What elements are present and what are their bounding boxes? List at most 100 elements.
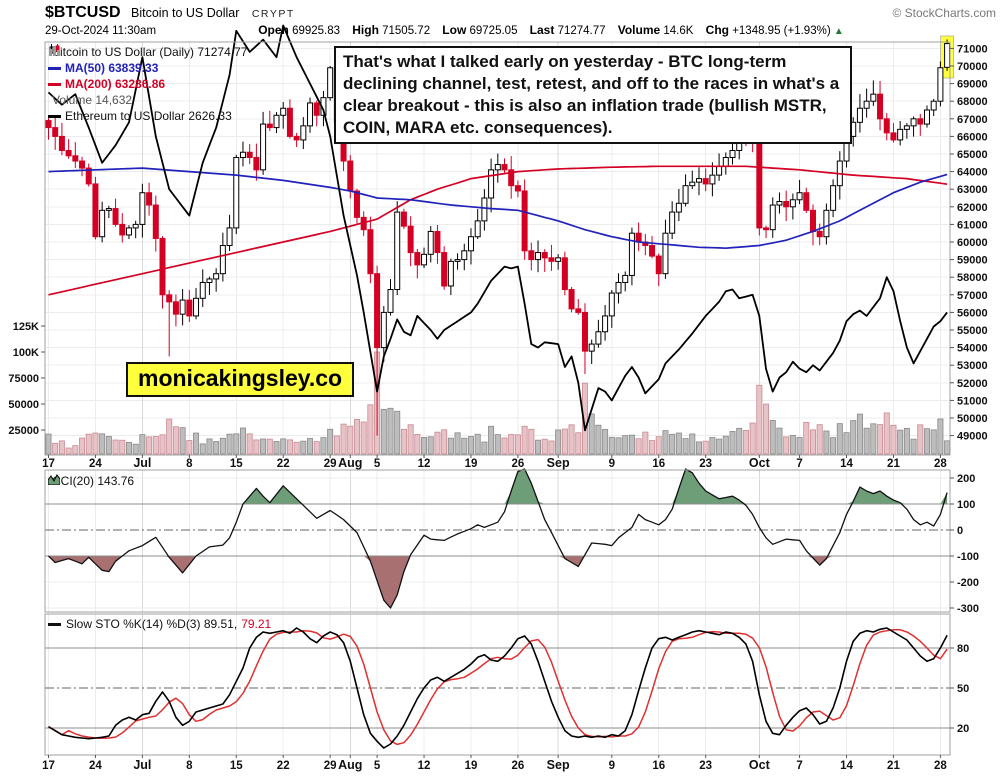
- svg-text:Jul: Jul: [133, 758, 151, 772]
- main-legend: Bitcoin to US Dollar (Daily) 71274.77 MA…: [48, 44, 247, 124]
- svg-text:Aug: Aug: [338, 758, 362, 772]
- svg-text:16: 16: [652, 458, 665, 470]
- legend-volume-label: Volume 14,632: [52, 93, 133, 107]
- analyst-annotation-box: That's what I talked early on yesterday …: [334, 46, 852, 144]
- stockcharts-credit: © StockCharts.com: [892, 6, 996, 20]
- svg-text:24: 24: [89, 760, 102, 772]
- svg-text:7: 7: [796, 458, 802, 470]
- svg-text:Oct: Oct: [749, 758, 771, 772]
- svg-text:-100: -100: [957, 551, 979, 563]
- svg-text:200: 200: [957, 473, 975, 485]
- svg-text:23: 23: [699, 760, 712, 772]
- sto-legend-red: 79.21: [241, 617, 272, 631]
- ticker-symbol: $BTCUSD: [45, 4, 121, 21]
- quote-datetime: 29-Oct-2024 11:30am: [45, 25, 157, 37]
- svg-text:125K: 125K: [13, 321, 39, 333]
- svg-text:50000: 50000: [8, 399, 39, 411]
- svg-text:7: 7: [796, 760, 802, 772]
- svg-text:60000: 60000: [957, 237, 988, 249]
- cci-panel: [45, 468, 950, 609]
- svg-text:12: 12: [418, 760, 431, 772]
- cci-overbought-fill: [48, 469, 948, 504]
- svg-text:68000: 68000: [957, 96, 988, 108]
- quote-volume: Volume 14.6K: [617, 23, 694, 37]
- svg-text:49000: 49000: [957, 431, 988, 443]
- svg-text:58000: 58000: [957, 272, 988, 284]
- ma200-line: [48, 165, 948, 296]
- svg-text:50: 50: [957, 683, 969, 695]
- axis-labels: 7100070000690006800067000660006500064000…: [8, 43, 987, 772]
- quote-open: Open 69925.83: [258, 23, 341, 37]
- watermark-badge: monicakingsley.co: [126, 362, 355, 397]
- svg-text:24: 24: [89, 458, 102, 470]
- svg-text:66000: 66000: [957, 131, 988, 143]
- svg-text:50000: 50000: [957, 413, 988, 425]
- svg-text:100K: 100K: [13, 347, 39, 359]
- svg-text:26: 26: [512, 458, 525, 470]
- legend-item-ethereum: Ethereum to US Dollar 2626.33: [48, 108, 247, 124]
- svg-text:15: 15: [230, 458, 243, 470]
- svg-text:19: 19: [465, 760, 478, 772]
- svg-text:53000: 53000: [957, 360, 988, 372]
- ma200-line-icon: [48, 82, 61, 86]
- sto-panel-legend: Slow STO %K(14) %D(3) 89.51, 79.21: [48, 617, 271, 631]
- svg-text:19: 19: [465, 458, 478, 470]
- cci-legend-label: CCI(20) 143.76: [52, 474, 135, 488]
- svg-text:Sep: Sep: [547, 758, 570, 772]
- svg-text:23: 23: [699, 458, 712, 470]
- svg-text:16: 16: [652, 760, 665, 772]
- svg-text:Jul: Jul: [133, 456, 151, 470]
- svg-text:64000: 64000: [957, 167, 988, 179]
- legend-eth-label: Ethereum to US Dollar 2626.33: [65, 109, 232, 123]
- svg-text:29: 29: [324, 458, 337, 470]
- svg-text:80: 80: [957, 643, 969, 655]
- cci-panel-legend: CCI(20) 143.76: [48, 474, 134, 488]
- svg-text:70000: 70000: [957, 61, 988, 73]
- svg-text:14: 14: [840, 458, 853, 470]
- sto-legend-black: Slow STO %K(14) %D(3) 89.51,: [66, 617, 238, 631]
- svg-text:63000: 63000: [957, 184, 988, 196]
- svg-text:71000: 71000: [957, 43, 988, 55]
- exchange-label: CRYPT: [251, 8, 295, 20]
- svg-text:67000: 67000: [957, 114, 988, 126]
- svg-text:8: 8: [186, 760, 193, 772]
- svg-text:15: 15: [230, 760, 243, 772]
- svg-text:12: 12: [418, 458, 431, 470]
- svg-text:17: 17: [42, 458, 55, 470]
- svg-text:54000: 54000: [957, 343, 988, 355]
- quote-last: Last 71274.77: [529, 23, 606, 37]
- svg-text:25000: 25000: [8, 425, 39, 437]
- svg-text:Aug: Aug: [338, 456, 362, 470]
- svg-text:8: 8: [186, 458, 193, 470]
- sto-k-line: [48, 627, 948, 749]
- svg-text:21: 21: [887, 458, 900, 470]
- svg-text:0: 0: [957, 525, 963, 537]
- svg-text:22: 22: [277, 760, 290, 772]
- svg-text:21: 21: [887, 760, 900, 772]
- svg-text:Oct: Oct: [749, 456, 771, 470]
- svg-text:28: 28: [934, 760, 947, 772]
- svg-text:20: 20: [957, 723, 969, 735]
- svg-text:-300: -300: [957, 603, 979, 615]
- svg-text:55000: 55000: [957, 325, 988, 337]
- cci-line: [48, 468, 948, 609]
- svg-text:52000: 52000: [957, 378, 988, 390]
- svg-text:9: 9: [609, 760, 615, 772]
- svg-text:59000: 59000: [957, 255, 988, 267]
- svg-text:Sep: Sep: [547, 456, 570, 470]
- svg-text:5: 5: [374, 458, 381, 470]
- chart-header: $BTCUSD Bitcoin to US Dollar CRYPT: [45, 4, 295, 22]
- legend-item-volume: Volume 14,632: [48, 46, 247, 108]
- svg-text:100: 100: [957, 499, 975, 511]
- svg-text:14: 14: [840, 760, 853, 772]
- candlestick-series: [45, 39, 951, 436]
- sto-panel: [45, 627, 950, 749]
- ma50-line: [48, 167, 948, 250]
- svg-text:56000: 56000: [957, 307, 988, 319]
- svg-text:61000: 61000: [957, 219, 988, 231]
- svg-text:69000: 69000: [957, 79, 988, 91]
- svg-text:75000: 75000: [8, 373, 39, 385]
- svg-text:62000: 62000: [957, 202, 988, 214]
- sto-line-icon: [48, 622, 61, 626]
